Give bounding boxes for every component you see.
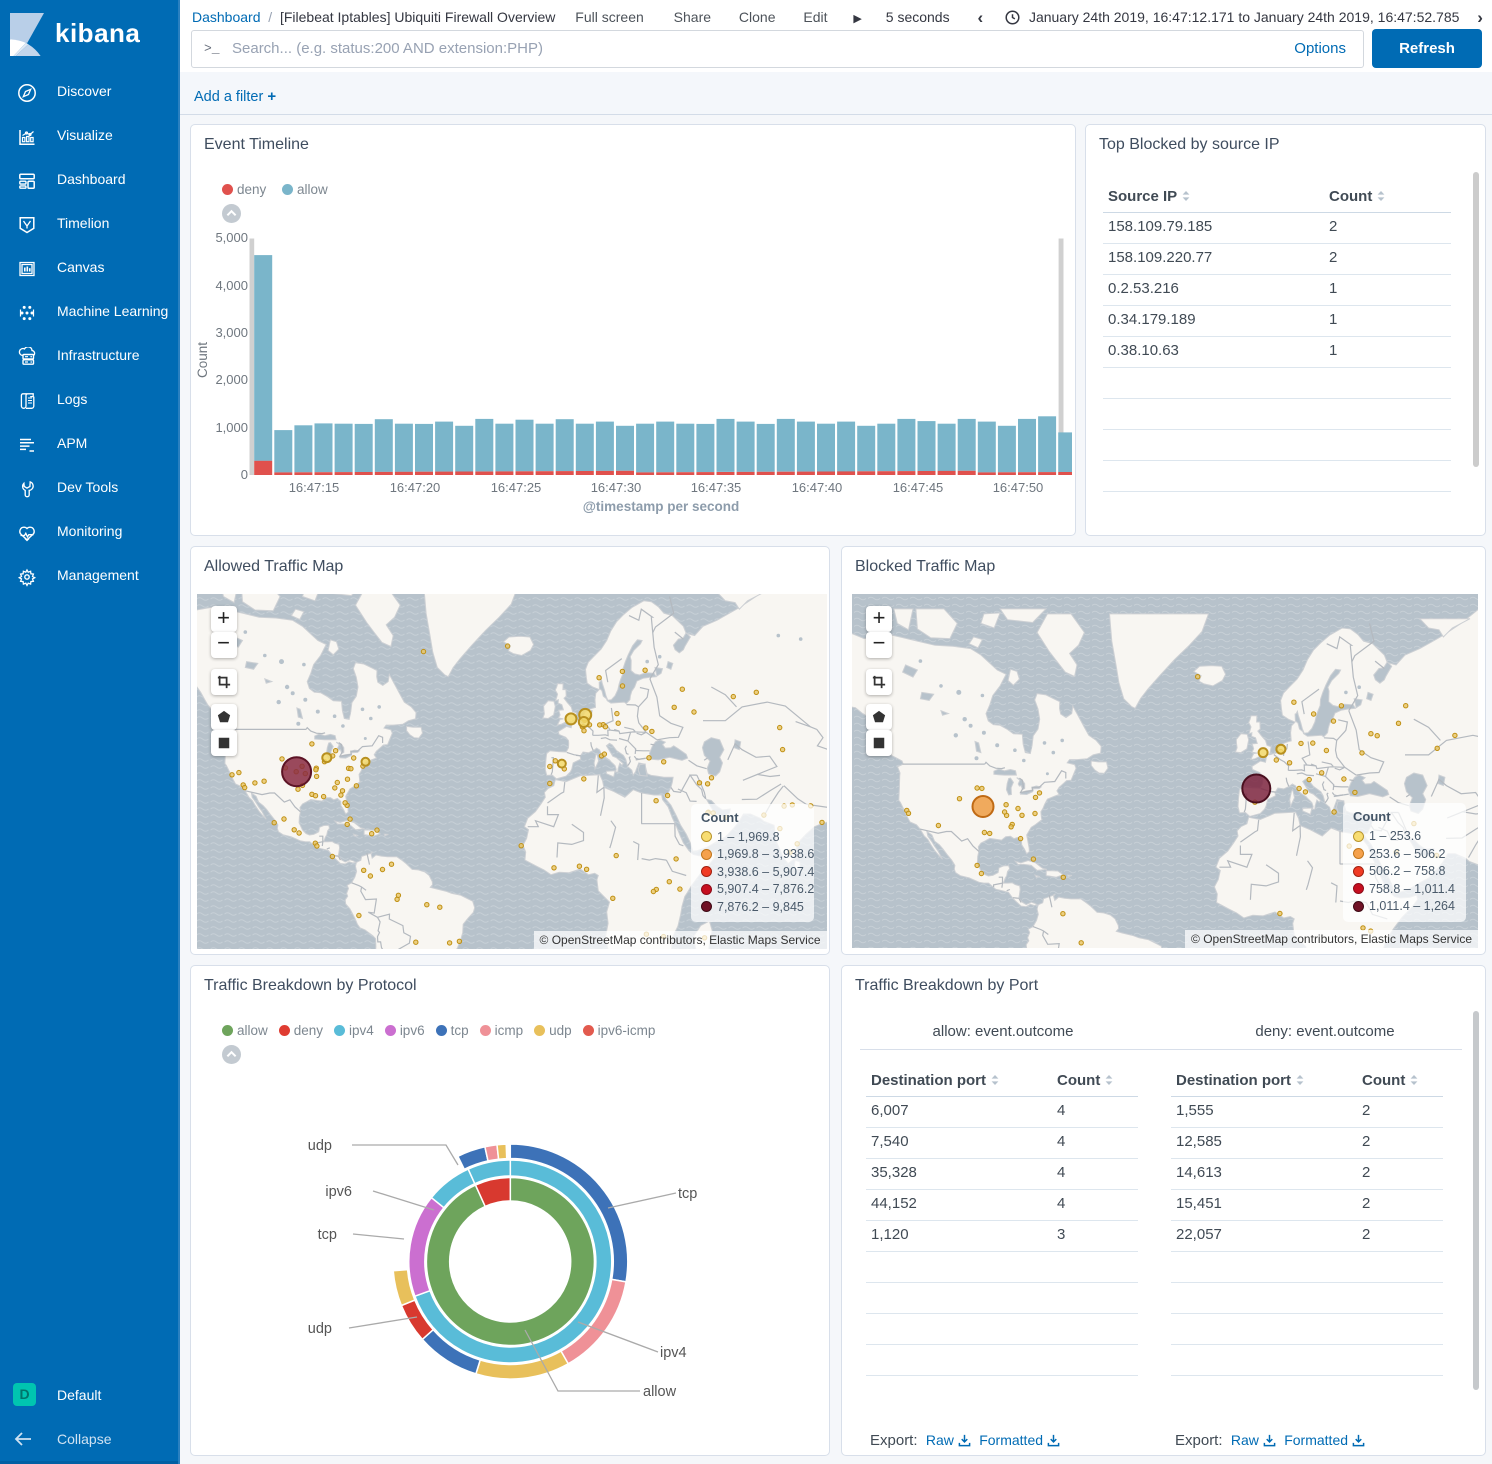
svg-text:udp: udp [308,1138,332,1154]
svg-text:ipv4: ipv4 [660,1345,687,1361]
svg-text:4,000: 4,000 [215,278,248,293]
svg-text:1,000: 1,000 [215,420,248,435]
svg-text:16:47:45: 16:47:45 [893,480,944,495]
svg-text:5,000: 5,000 [215,230,248,245]
svg-text:2,000: 2,000 [215,372,248,387]
svg-text:allow: allow [643,1384,677,1400]
svg-text:Count: Count [195,342,210,378]
svg-text:16:47:30: 16:47:30 [591,480,642,495]
svg-text:ipv6: ipv6 [325,1184,352,1200]
svg-text:0: 0 [241,467,248,482]
svg-text:16:47:40: 16:47:40 [792,480,843,495]
svg-text:16:47:20: 16:47:20 [390,480,441,495]
svg-text:16:47:50: 16:47:50 [993,480,1044,495]
svg-text:16:47:35: 16:47:35 [691,480,742,495]
svg-text:udp: udp [308,1321,332,1337]
svg-text:16:47:15: 16:47:15 [289,480,340,495]
svg-text:16:47:25: 16:47:25 [491,480,542,495]
svg-text:tcp: tcp [678,1186,697,1202]
svg-text:@timestamp per second: @timestamp per second [583,499,739,514]
svg-text:3,000: 3,000 [215,325,248,340]
svg-text:tcp: tcp [318,1227,337,1243]
